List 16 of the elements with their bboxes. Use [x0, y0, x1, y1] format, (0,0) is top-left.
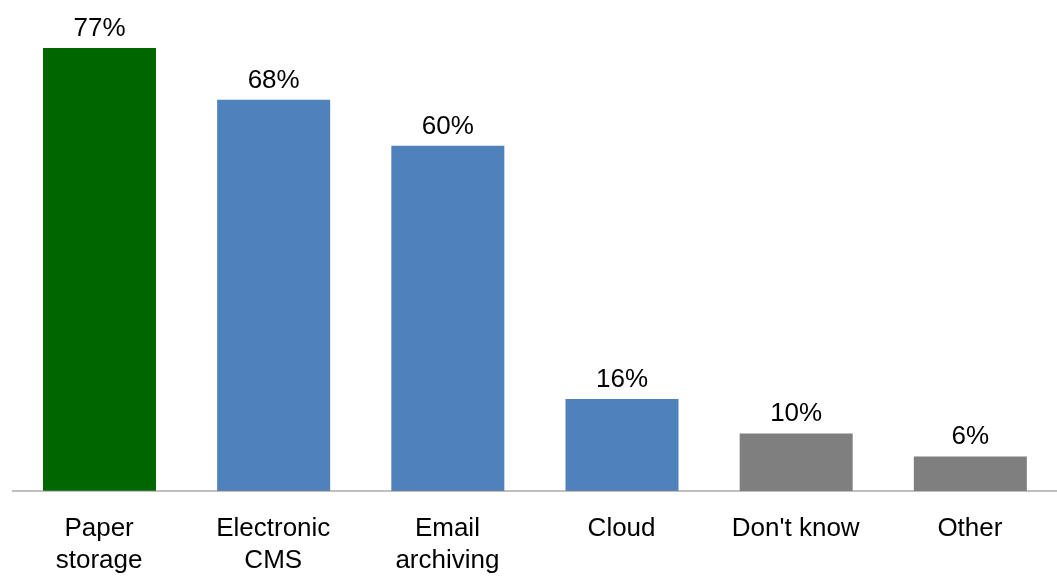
x-tick-label: Cloud [587, 512, 656, 543]
bar [217, 99, 331, 491]
bar [43, 48, 156, 491]
data-label: 60% [421, 109, 474, 140]
x-tick-label: Paper storage [55, 512, 143, 574]
data-label: 16% [595, 362, 649, 393]
x-tick-label: Don't know [731, 512, 860, 543]
data-label: 68% [247, 63, 300, 94]
x-tick-label: Electronic CMS [216, 512, 331, 574]
data-label: 77% [73, 12, 126, 42]
data-label: 10% [770, 397, 823, 428]
data-label: 6% [951, 420, 990, 451]
x-tick-label: Other [937, 512, 1003, 543]
x-tick-label: Email archiving [395, 512, 500, 574]
bar [565, 398, 679, 491]
bar [391, 145, 505, 491]
